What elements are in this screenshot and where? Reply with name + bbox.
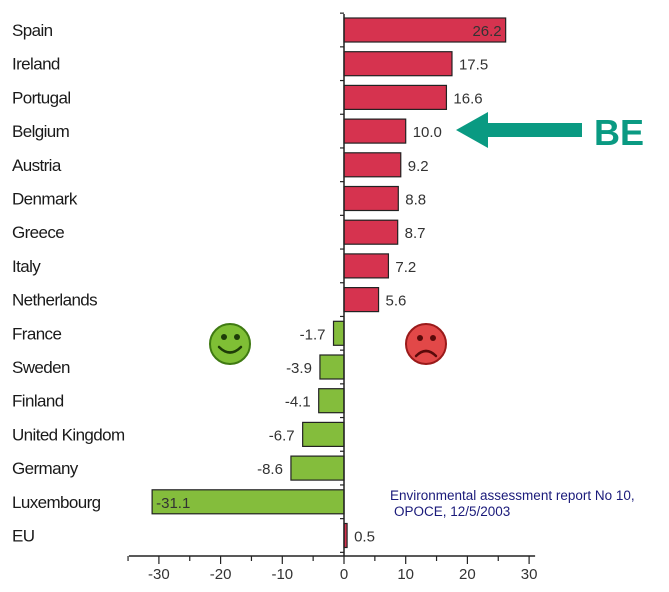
x-tick-label: 10 <box>397 566 414 583</box>
value-labels: 26.2 17.5 16.6 10.0 9.2 8.8 8.7 7.2 5.6 -1.7 -3.9 -… <box>156 23 502 546</box>
arrow-left-icon <box>456 112 582 148</box>
x-tick-label: 20 <box>459 566 476 583</box>
x-axis: -30 -20 -10 0 10 20 30 <box>127 12 538 583</box>
value-label-italy: 7.2 <box>395 259 416 276</box>
bar-sweden <box>319 354 345 380</box>
value-label-germany: -8.6 <box>257 461 283 478</box>
x-tick-label: -30 <box>148 566 170 583</box>
value-label-united-kingdom: -6.7 <box>269 427 295 444</box>
x-tick-label: -20 <box>210 566 232 583</box>
bar-denmark <box>343 185 399 212</box>
bar-germany <box>290 455 345 481</box>
value-label-france: -1.7 <box>300 326 326 343</box>
smiley-happy-icon <box>209 323 251 365</box>
category-label-austria: Austria <box>12 156 62 175</box>
category-label-italy: Italy <box>12 257 41 276</box>
value-label-denmark: 8.8 <box>405 192 426 209</box>
bar-netherlands <box>343 287 380 313</box>
bar-france <box>332 320 345 346</box>
bar-greece <box>343 219 399 245</box>
category-label-luxembourg: Luxembourg <box>12 493 101 512</box>
value-label-ireland: 17.5 <box>459 57 488 74</box>
bar-ireland <box>343 51 453 77</box>
category-label-ireland: Ireland <box>12 55 60 74</box>
be-annotation: BE <box>456 112 644 153</box>
source-line-1: Environmental assessment report No 10, <box>390 488 635 503</box>
x-tick-label: 0 <box>340 566 348 583</box>
category-label-sweden: Sweden <box>12 358 70 377</box>
x-tick-label: -10 <box>271 566 293 583</box>
bars-group <box>151 17 507 549</box>
category-label-eu: EU <box>12 527 34 546</box>
category-label-finland: Finland <box>12 392 64 411</box>
category-label-greece: Greece <box>12 223 64 242</box>
category-label-united-kingdom: United Kingdom <box>12 425 125 444</box>
value-label-finland: -4.1 <box>285 394 311 411</box>
value-label-greece: 8.7 <box>405 225 426 242</box>
value-label-portugal: 16.6 <box>453 90 482 107</box>
bar-italy <box>343 253 390 279</box>
bar-portugal <box>343 84 448 111</box>
bar-finland <box>318 388 345 414</box>
bar-austria <box>343 152 402 178</box>
value-label-luxembourg: -31.1 <box>156 495 190 512</box>
category-label-france: France <box>12 324 61 343</box>
value-label-belgium: 10.0 <box>413 124 442 141</box>
smiley-sad-icon <box>405 323 447 365</box>
x-tick-label: 30 <box>521 566 538 583</box>
bar-luxembourg <box>151 489 345 515</box>
bar-belgium <box>343 118 407 144</box>
category-labels: Spain Ireland Portugal Belgium Austria Denmar… <box>12 21 126 546</box>
category-label-belgium: Belgium <box>12 122 70 141</box>
category-label-germany: Germany <box>12 459 79 478</box>
source-line-2: OPOCE, 12/5/2003 <box>394 504 511 519</box>
category-label-denmark: Denmark <box>12 190 78 209</box>
category-label-netherlands: Netherlands <box>12 291 97 310</box>
value-label-eu: 0.5 <box>354 529 375 546</box>
source-note: Environmental assessment report No 10, O… <box>390 488 665 520</box>
be-label: BE <box>594 112 644 153</box>
category-label-portugal: Portugal <box>12 88 71 107</box>
category-label-spain: Spain <box>12 21 53 40</box>
value-label-spain: 26.2 <box>472 23 501 40</box>
value-label-netherlands: 5.6 <box>386 293 407 310</box>
value-label-austria: 9.2 <box>408 158 429 175</box>
value-label-sweden: -3.9 <box>286 360 312 377</box>
bar-united-kingdom <box>302 421 345 447</box>
